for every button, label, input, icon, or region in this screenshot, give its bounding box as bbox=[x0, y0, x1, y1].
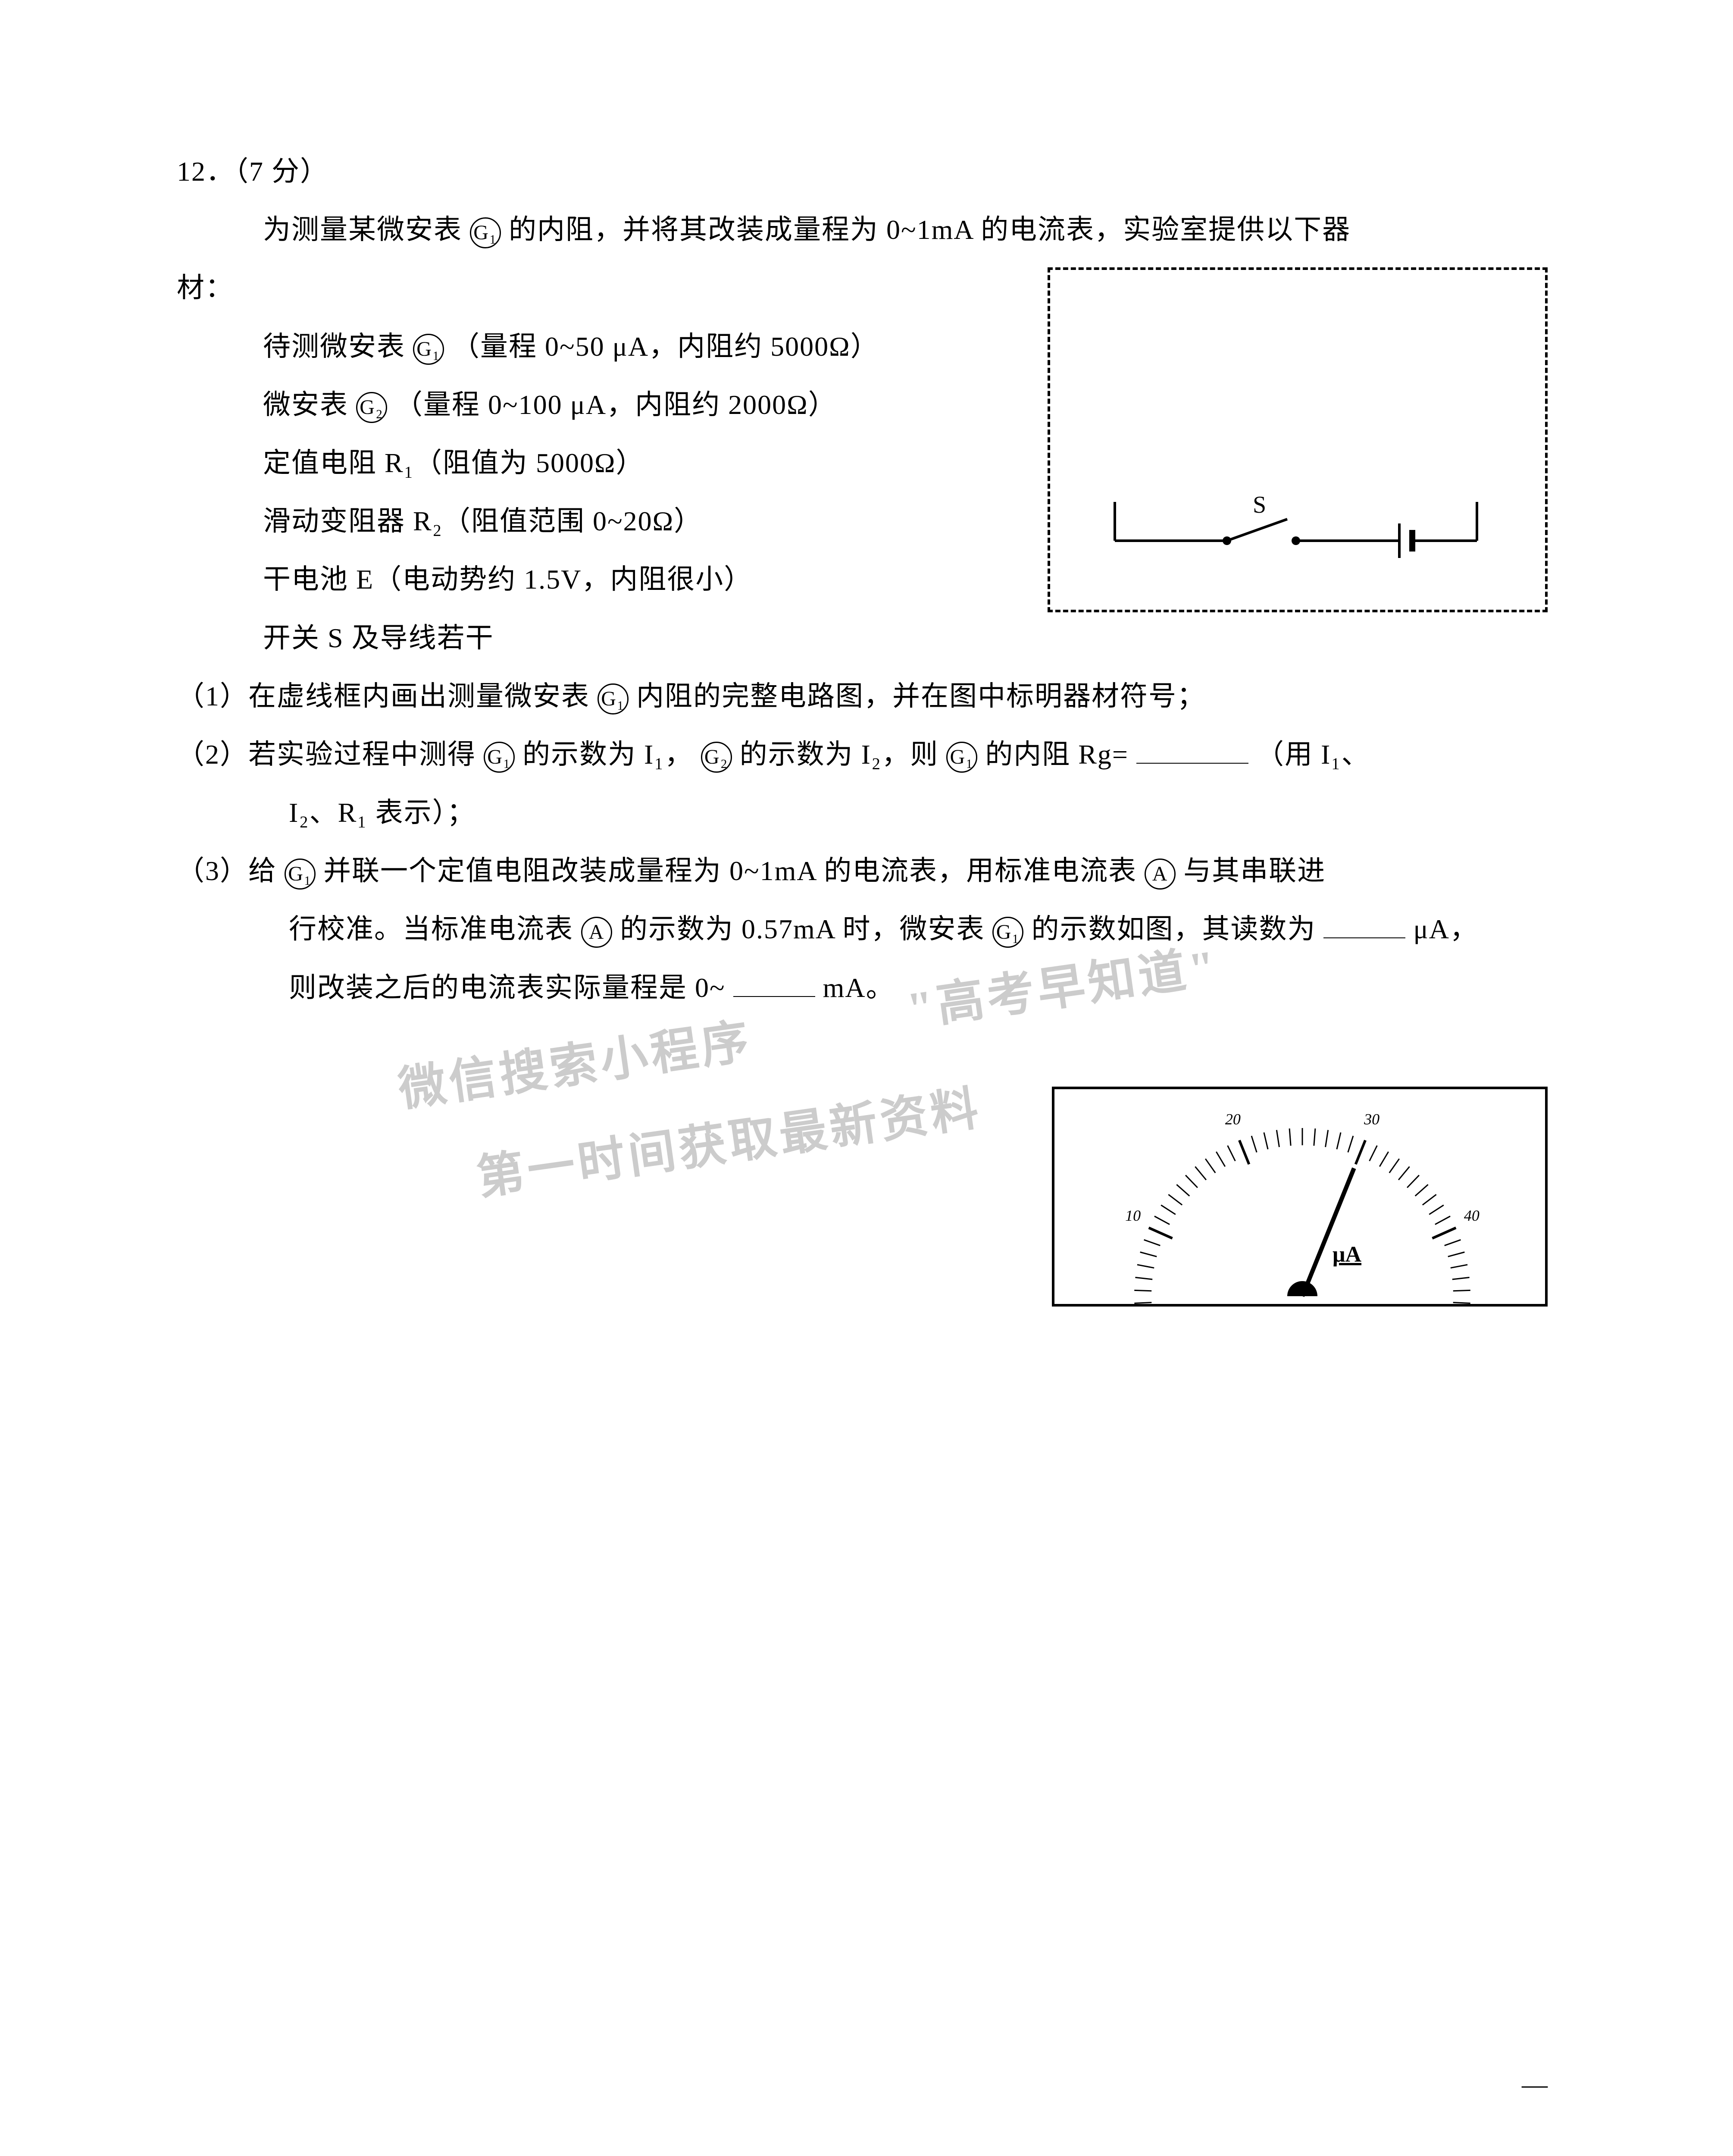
blank-range bbox=[733, 975, 815, 997]
a-icon: A bbox=[581, 917, 612, 948]
part-2: （2）若实验过程中测得 G₁ 的示数为 I₁， G₂ 的示数为 I₂，则 G₁ … bbox=[177, 730, 1556, 779]
p2-b: 的示数为 I₁， bbox=[522, 739, 693, 770]
blank-rg bbox=[1136, 742, 1248, 764]
intro-line: 为测量某微安表 G₁ 的内阻，并将其改装成量程为 0~1mA 的电流表，实验室提… bbox=[177, 205, 1556, 254]
question-number: 12．（7 分） bbox=[177, 147, 1556, 196]
p1-tail: 内阻的完整电路图，并在图中标明器材符号； bbox=[636, 681, 1205, 711]
p3-l2-d: μA， bbox=[1413, 914, 1478, 944]
material-item-3: 定值电阻 R₁（阻值为 5000Ω） bbox=[177, 438, 1017, 488]
material-item-1: 待测微安表 G₁ （量程 0~50 μA，内阻约 5000Ω） bbox=[177, 322, 1017, 371]
item2-pre: 微安表 bbox=[263, 389, 356, 420]
material-item-4: 滑动变阻器 R₂（阻值范围 0~20Ω） bbox=[177, 496, 1017, 546]
p3-l2-b: 的示数为 0.57mA 时，微安表 bbox=[620, 914, 985, 944]
g1-icon: G₁ bbox=[470, 217, 501, 248]
svg-text:μA: μA bbox=[1333, 1242, 1361, 1267]
g2-icon: G₂ bbox=[356, 392, 387, 423]
p2-e: （用 I₁、 bbox=[1256, 739, 1370, 770]
materials-column: 待测微安表 G₁ （量程 0~50 μA，内阻约 5000Ω） 微安表 G₂ （… bbox=[177, 322, 1017, 663]
circuit-diagram-box: S bbox=[1048, 267, 1548, 612]
p3-c: 与其串联进 bbox=[1183, 856, 1326, 886]
svg-text:30: 30 bbox=[1364, 1110, 1380, 1128]
material-item-6: 开关 S 及导线若干 bbox=[177, 613, 1017, 663]
g1-icon: G₁ bbox=[597, 683, 629, 714]
part-3-line2: 行校准。当标准电流表 A 的示数为 0.57mA 时，微安表 G₁ 的示数如图，… bbox=[177, 904, 1556, 954]
g1-icon: G₁ bbox=[992, 917, 1023, 948]
g1-icon: G₁ bbox=[484, 742, 515, 773]
p3-l3-b: mA。 bbox=[823, 972, 895, 1003]
intro-text-1: 为测量某微安表 bbox=[263, 214, 462, 245]
meter-svg: 01020304050μA bbox=[1054, 1089, 1550, 1309]
svg-text:40: 40 bbox=[1464, 1207, 1480, 1224]
part-3: （3）给 G₁ 并联一个定值电阻改装成量程为 0~1mA 的电流表，用标准电流表… bbox=[177, 846, 1556, 896]
p1-text: （1）在虚线框内画出测量微安表 bbox=[177, 681, 590, 711]
blank-reading bbox=[1323, 917, 1405, 938]
material-item-5: 干电池 E（电动势约 1.5V，内阻很小） bbox=[177, 555, 1017, 604]
page-dash-mark: — bbox=[1522, 2070, 1548, 2100]
g1-icon: G₁ bbox=[285, 859, 316, 890]
p2-a: （2）若实验过程中测得 bbox=[177, 739, 476, 770]
g1-icon: G₁ bbox=[413, 334, 444, 365]
g1-icon: G₁ bbox=[946, 742, 977, 773]
part-3-line3: 则改装之后的电流表实际量程是 0~ mA。 bbox=[177, 963, 1556, 1012]
ammeter-diagram: 01020304050μA bbox=[1052, 1087, 1548, 1307]
part-2-line2: I₂、R₁ 表示）； bbox=[177, 788, 1556, 837]
p2-c: 的示数为 I₂，则 bbox=[740, 739, 939, 770]
part-1: （1）在虚线框内画出测量微安表 G₁ 内阻的完整电路图，并在图中标明器材符号； bbox=[177, 671, 1556, 721]
item1-post: （量程 0~50 μA，内阻约 5000Ω） bbox=[452, 331, 879, 362]
watermark-text-1: 微信搜索小程序 bbox=[394, 1002, 756, 1119]
svg-text:20: 20 bbox=[1225, 1110, 1241, 1128]
svg-text:10: 10 bbox=[1125, 1207, 1141, 1224]
item1-pre: 待测微安表 bbox=[263, 331, 413, 362]
item2-post: （量程 0~100 μA，内阻约 2000Ω） bbox=[395, 389, 837, 420]
p3-l2-a: 行校准。当标准电流表 bbox=[289, 914, 573, 944]
g2-icon: G₂ bbox=[701, 742, 732, 773]
p3-b: 并联一个定值电阻改装成量程为 0~1mA 的电流表，用标准电流表 bbox=[323, 856, 1137, 886]
material-item-2: 微安表 G₂ （量程 0~100 μA，内阻约 2000Ω） bbox=[177, 380, 1017, 429]
circuit-svg: S bbox=[1106, 489, 1494, 575]
page-content: 12．（7 分） 为测量某微安表 G₁ 的内阻，并将其改装成量程为 0~1mA … bbox=[0, 0, 1733, 1012]
intro-text-2: 的内阻，并将其改装成量程为 0~1mA 的电流表，实验室提供以下器 bbox=[509, 214, 1351, 245]
p3-l3-a: 则改装之后的电流表实际量程是 0~ bbox=[289, 972, 726, 1003]
p3-a: （3）给 bbox=[177, 856, 277, 886]
a-icon: A bbox=[1145, 859, 1176, 890]
p2-d: 的内阻 Rg= bbox=[985, 739, 1129, 770]
switch-label: S bbox=[1253, 492, 1266, 518]
